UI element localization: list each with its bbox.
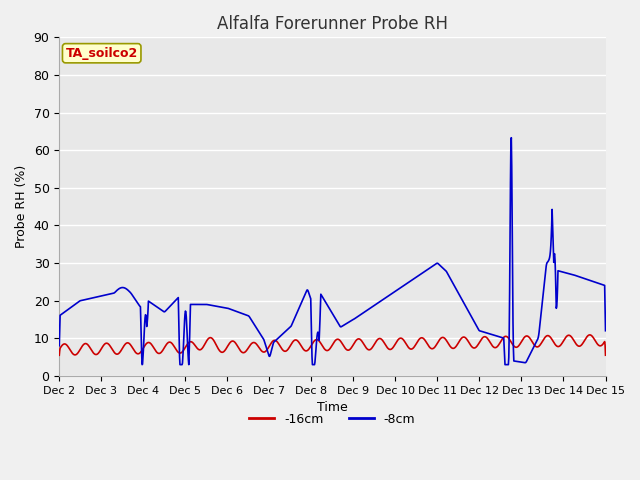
Legend: -16cm, -8cm: -16cm, -8cm <box>244 408 420 431</box>
Title: Alfalfa Forerunner Probe RH: Alfalfa Forerunner Probe RH <box>217 15 448 33</box>
Text: TA_soilco2: TA_soilco2 <box>65 47 138 60</box>
X-axis label: Time: Time <box>317 401 348 414</box>
Y-axis label: Probe RH (%): Probe RH (%) <box>15 165 28 248</box>
